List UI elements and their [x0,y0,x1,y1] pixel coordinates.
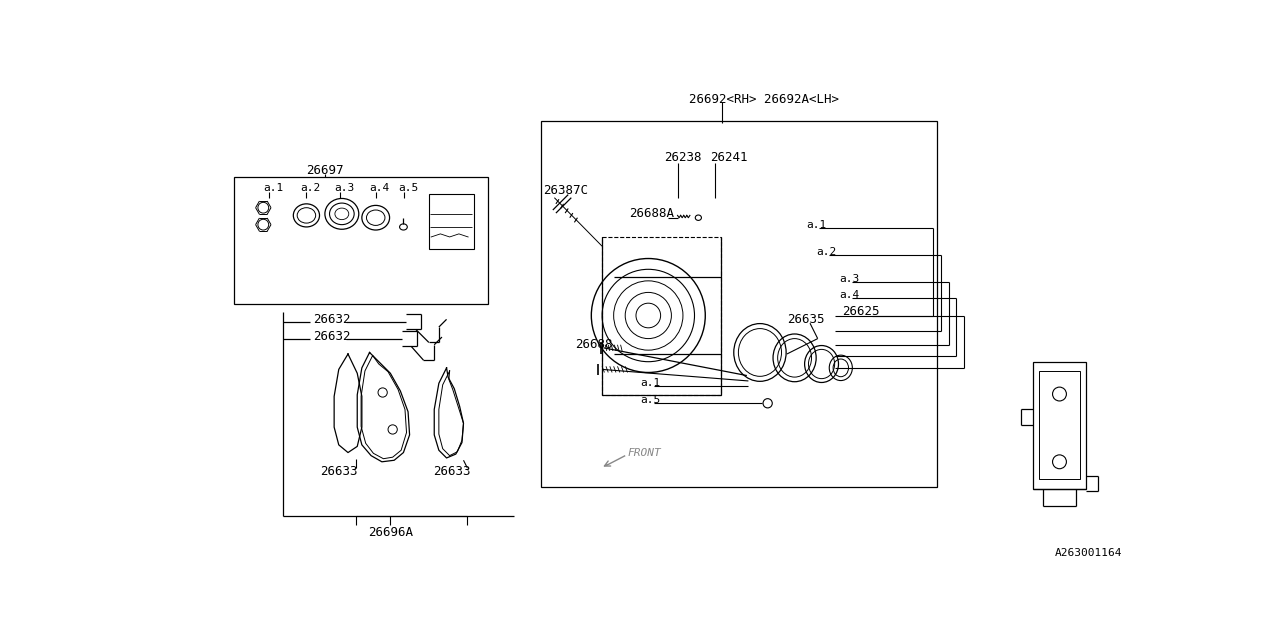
Text: 26635: 26635 [787,313,824,326]
Text: a.1: a.1 [264,184,284,193]
Text: a.5: a.5 [640,395,660,405]
Text: 26633: 26633 [320,465,357,477]
Bar [1033,362,1085,489]
Bar [234,177,488,304]
Text: a.5: a.5 [398,184,419,193]
Text: a.3: a.3 [334,184,355,193]
Text: FRONT: FRONT [627,447,662,458]
Text: 26696A: 26696A [367,526,413,539]
Text: 26387C: 26387C [544,184,589,197]
Text: 26688A: 26688A [628,207,675,220]
Text: 26238: 26238 [664,151,701,164]
Text: a.1: a.1 [640,378,660,388]
Bar [602,237,722,395]
Text: 26632: 26632 [314,330,351,343]
Text: a.1: a.1 [806,220,827,230]
Text: a.4: a.4 [840,290,859,300]
Bar [429,194,474,249]
Text: 26697: 26697 [306,164,343,177]
Text: 26688: 26688 [575,339,613,351]
Text: a.3: a.3 [840,275,859,284]
Text: a.2: a.2 [817,247,836,257]
Text: 26633: 26633 [433,465,471,477]
Text: 26692<RH> 26692A<LH>: 26692<RH> 26692A<LH> [689,93,838,106]
Text: A263001164: A263001164 [1055,548,1121,557]
Text: 26625: 26625 [842,305,879,318]
Bar [540,122,937,487]
Text: 26241: 26241 [710,151,748,164]
Text: a.2: a.2 [301,184,320,193]
Text: 26632: 26632 [314,313,351,326]
Bar [1039,371,1079,479]
Text: a.4: a.4 [370,184,390,193]
